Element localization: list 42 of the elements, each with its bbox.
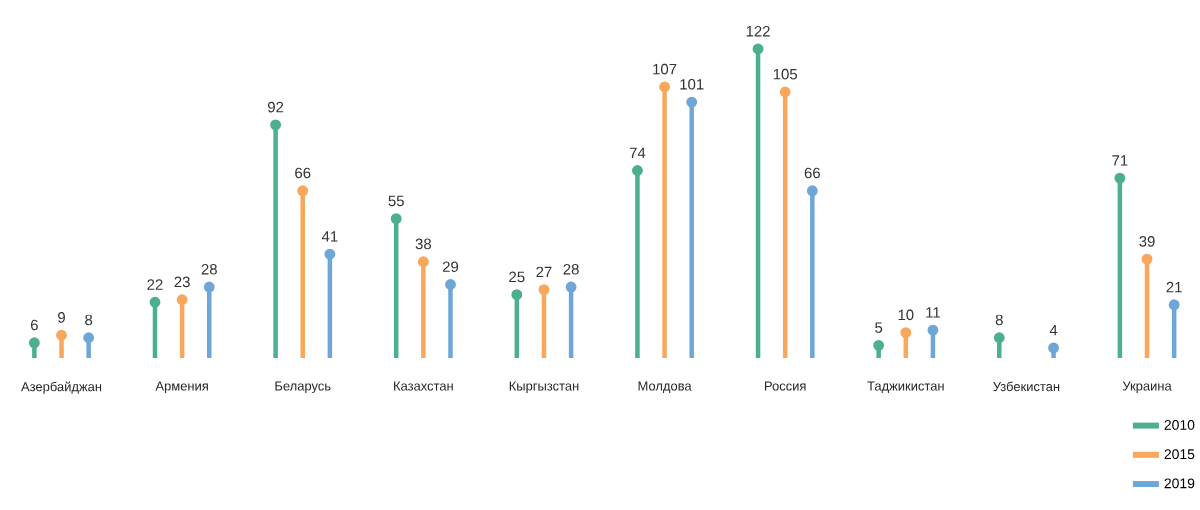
data-label: 55: [388, 195, 404, 207]
data-label: 39: [1139, 236, 1155, 247]
data-label: 71: [1112, 155, 1128, 166]
data-label: 25: [509, 271, 525, 283]
data-label: 6: [30, 319, 38, 331]
data-label: 66: [804, 167, 820, 179]
x-tick-label: Казахстан: [394, 381, 453, 391]
data-label: 74: [629, 147, 646, 158]
x-tick-label: Узбекистан: [993, 381, 1060, 392]
data-label: 22: [147, 279, 163, 290]
data-label: 105: [773, 68, 798, 80]
data-label: 23: [174, 276, 190, 288]
data-label: 11: [926, 307, 940, 318]
data-label: 107: [653, 63, 677, 75]
data-label: 8: [995, 314, 1003, 326]
x-tick-label: Кыргызстан: [509, 381, 579, 394]
data-label: 8: [85, 314, 93, 326]
x-tick-label: Россия: [765, 381, 806, 391]
data-label: 66: [295, 167, 311, 179]
legend-label: 2019: [1164, 478, 1195, 489]
data-label: 92: [267, 101, 284, 113]
legend-label: 2010: [1164, 419, 1195, 430]
data-label: 9: [58, 312, 65, 323]
data-label: 27: [536, 266, 552, 278]
x-tick-label: Таджикистан: [867, 381, 944, 394]
x-tick-label: Молдова: [638, 381, 692, 394]
data-label: 28: [563, 263, 579, 275]
data-label: 10: [898, 309, 914, 321]
data-label: 4: [1049, 325, 1058, 336]
data-label: 122: [746, 25, 770, 37]
legend-label: 2015: [1164, 449, 1195, 460]
data-label: 101: [680, 79, 704, 90]
data-label: 28: [201, 263, 217, 275]
x-tick-label: Армения: [155, 381, 208, 394]
x-tick-label: Беларусь: [275, 381, 331, 394]
data-label: 21: [1166, 281, 1182, 293]
x-tick-label: Украина: [1122, 381, 1172, 394]
x-tick-label: Азербайджан: [21, 381, 102, 394]
data-label: 29: [442, 261, 459, 272]
data-label: 38: [415, 238, 431, 250]
data-label: 41: [321, 231, 338, 242]
data-label: 5: [875, 322, 883, 333]
